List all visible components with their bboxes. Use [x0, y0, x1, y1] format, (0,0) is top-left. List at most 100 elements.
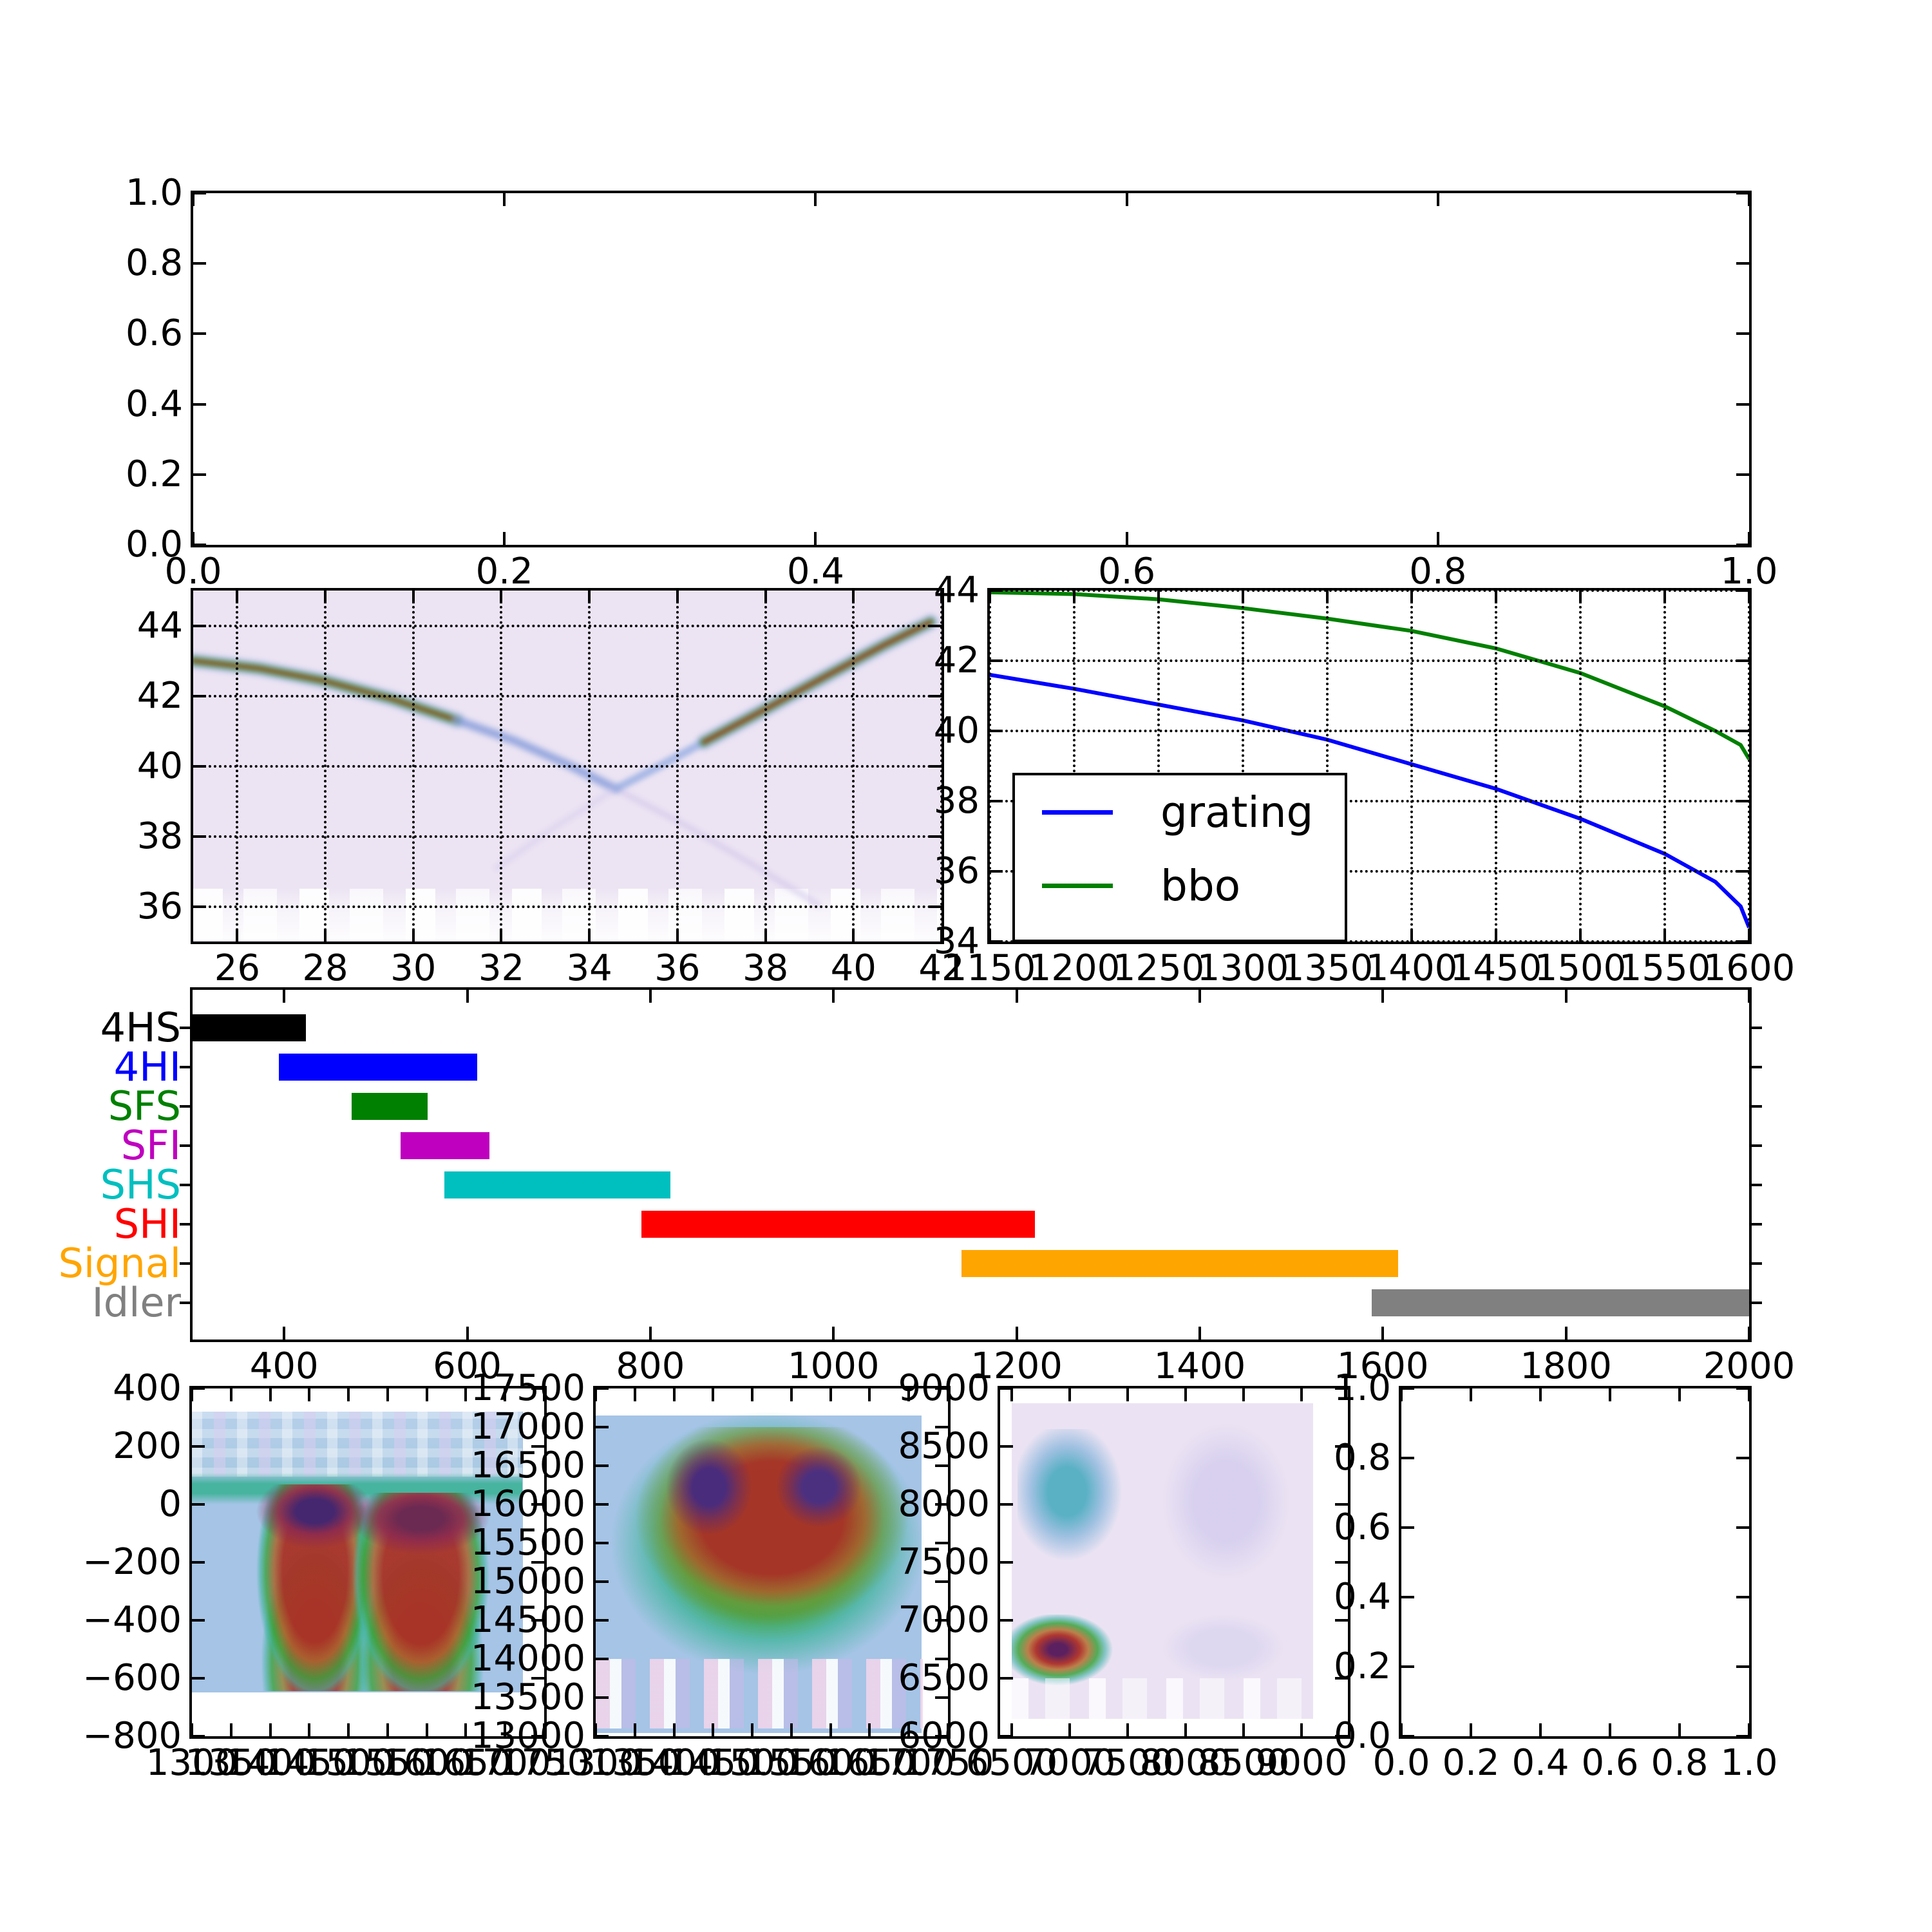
x-tick-mark: [940, 929, 943, 942]
y-tick-mark: [1335, 1445, 1348, 1448]
x-tick-label: 26: [214, 947, 260, 989]
x-tick-mark: [1748, 990, 1750, 1003]
x-tick-label: 2000: [1703, 1345, 1795, 1387]
category-tick: [180, 1262, 190, 1265]
x-tick-mark: [1073, 591, 1075, 603]
x-tick-mark: [269, 1388, 272, 1401]
x-tick-label: 30: [390, 947, 437, 989]
category-tick: [180, 1183, 190, 1186]
y-tick-mark: [1000, 1677, 1013, 1680]
x-tick-mark: [1400, 1388, 1403, 1401]
y-tick-mark: [1000, 1445, 1013, 1448]
x-tick-mark: [192, 193, 194, 206]
x-tick-mark: [543, 1388, 545, 1401]
y-tick-label: 6000: [898, 1715, 990, 1757]
y-tick-mark: [1736, 940, 1749, 943]
y-tick-label: 38: [933, 780, 980, 822]
y-tick-mark: [193, 764, 206, 768]
x-tick-mark: [1748, 532, 1750, 545]
band-bar-idler: [1372, 1289, 1749, 1316]
x-tick-mark: [1184, 1388, 1187, 1401]
bar-label-4hs: 4HS: [100, 1004, 181, 1052]
x-tick-mark: [1184, 1723, 1187, 1736]
x-tick-mark: [1300, 1388, 1303, 1401]
y-tick-mark: [1736, 870, 1749, 873]
y-tick-label: 13500: [470, 1676, 585, 1718]
y-tick-mark: [935, 1542, 948, 1544]
x-tick-mark: [1564, 990, 1567, 1003]
x-tick-label: 1400: [1365, 947, 1458, 989]
y-tick-mark: [1401, 1735, 1414, 1738]
x-tick-label: 1750: [498, 1742, 591, 1784]
core-layer: [775, 1446, 862, 1528]
y-tick-label: 8500: [898, 1425, 990, 1467]
x-tick-label: 1150: [943, 947, 1036, 989]
y-tick-mark: [1736, 192, 1749, 194]
x-tick-label: 1800: [1520, 1345, 1612, 1387]
y-tick-mark: [531, 1735, 544, 1738]
x-tick-mark: [464, 1388, 468, 1401]
y-tick-mark: [990, 940, 1003, 943]
x-tick-label: 400: [249, 1345, 319, 1387]
x-tick-label: 1650: [824, 1742, 916, 1784]
category-tick: [1752, 1104, 1762, 1108]
axes-bottom-empty: 0.0 0.2 0.4 0.6 0.8 1.0 1.0 0.8 0.6 0.4 0.2 0.0: [1334, 1370, 1778, 1781]
x-tick-mark: [1198, 1327, 1201, 1340]
y-tick-mark: [193, 694, 206, 697]
band-bar-4hs: [193, 1014, 307, 1042]
x-tick-mark: [466, 1327, 469, 1340]
y-tick-label: 0.4: [125, 383, 183, 425]
x-tick-label: 42: [918, 947, 965, 989]
x-tick-mark: [1609, 1388, 1611, 1401]
y-tick-label: 44: [137, 604, 183, 647]
x-tick-mark: [1579, 929, 1582, 942]
x-tick-mark: [751, 1388, 754, 1401]
x-tick-label: 1300: [146, 1742, 238, 1784]
gridline-horizontal: [193, 764, 942, 768]
y-tick-mark: [1335, 1619, 1348, 1622]
y-tick-mark: [1736, 1457, 1749, 1459]
x-tick-label: 0.2: [475, 551, 533, 592]
y-tick-label: 0.8: [125, 242, 183, 285]
y-tick-mark: [1736, 473, 1749, 476]
x-tick-mark: [466, 990, 469, 1003]
x-tick-label: 1650: [420, 1742, 512, 1784]
x-tick-mark: [412, 929, 415, 942]
x-tick-mark: [1748, 1723, 1750, 1736]
y-tick-label: 400: [113, 1367, 182, 1409]
x-tick-mark: [500, 591, 503, 603]
x-tick-mark: [1157, 591, 1160, 603]
y-tick-label: 0.8: [1333, 1437, 1391, 1479]
axes-spectrogram-frequency: 1300 1350 1400 1450 1500 1550 1600 1650 1700 1750…: [471, 1370, 994, 1781]
y-tick-label: 17000: [470, 1406, 585, 1448]
x-tick-mark: [588, 929, 591, 942]
y-tick-label: 7500: [898, 1541, 990, 1583]
y-tick-mark: [1736, 1526, 1749, 1529]
branch-descending-mid: [454, 717, 619, 792]
x-tick-mark: [1242, 1723, 1245, 1736]
x-tick-label: 7000: [1023, 1742, 1116, 1784]
y-tick-mark: [990, 659, 1003, 662]
y-tick-label: 16000: [470, 1483, 585, 1525]
x-tick-label: 0.4: [1511, 1742, 1569, 1784]
y-tick-mark: [192, 1677, 205, 1680]
y-tick-label: −200: [82, 1541, 182, 1583]
x-tick-mark: [712, 1723, 715, 1736]
legend-box: grating bbo: [1012, 773, 1347, 942]
x-tick-label: 36: [654, 947, 701, 989]
category-tick: [180, 1066, 190, 1068]
axes-phase-matching-heatmap: 26 28 30 32 34 36 38 40 42 36 38 40 42 44: [137, 588, 965, 987]
y-tick-mark: [1736, 730, 1749, 732]
y-tick-mark: [935, 1696, 948, 1699]
hot-blob-layer: [1012, 1615, 1122, 1688]
x-tick-mark: [386, 1723, 389, 1736]
x-tick-mark: [947, 1723, 949, 1736]
y-tick-mark: [596, 1735, 609, 1738]
category-tick: [180, 1104, 190, 1108]
gridline-horizontal: [193, 835, 942, 838]
x-tick-mark: [1326, 591, 1329, 603]
x-tick-mark: [1470, 1388, 1472, 1401]
y-tick-mark: [1401, 1387, 1414, 1390]
x-tick-mark: [649, 1327, 652, 1340]
axes-top-empty: 0.0 0.2 0.4 0.6 0.8 1.0 0.0 0.2 0.4 0.6 0.8 1.0: [126, 175, 1778, 590]
